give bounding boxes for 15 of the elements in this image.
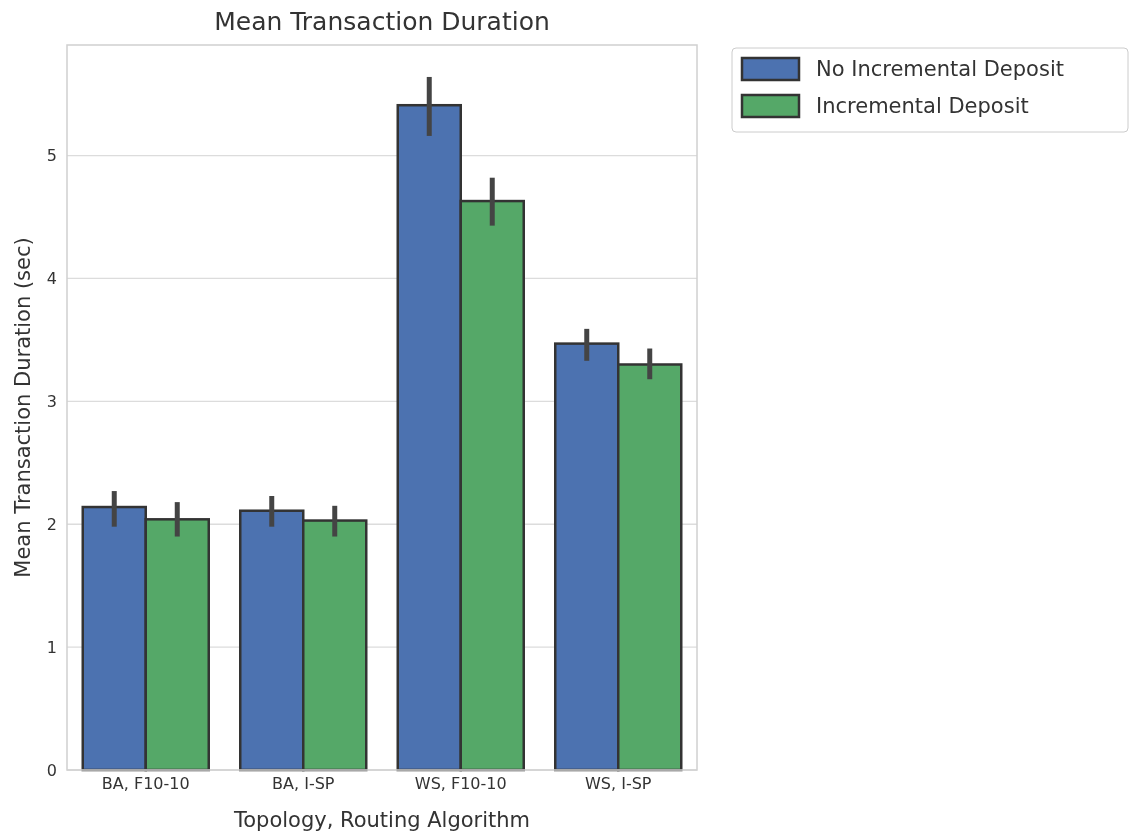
chart-title: Mean Transaction Duration	[214, 7, 550, 36]
x-axis-title: Topology, Routing Algorithm	[232, 808, 531, 832]
y-tick-label: 4	[46, 269, 57, 289]
x-tick-label: BA, I-SP	[272, 774, 335, 794]
y-tick-label: 2	[46, 514, 57, 534]
legend-label: No Incremental Deposit	[816, 57, 1064, 81]
y-axis-title: Mean Transaction Duration (sec)	[11, 237, 35, 578]
legend-label: Incremental Deposit	[816, 94, 1029, 118]
y-tick-label: 1	[46, 637, 57, 657]
y-tick-label: 5	[46, 146, 57, 166]
x-tick-label: WS, I-SP	[585, 774, 652, 794]
x-tick-label: BA, F10-10	[101, 774, 190, 794]
y-tick-label: 3	[46, 391, 57, 411]
y-tick-label: 0	[46, 760, 57, 780]
x-tick-label: WS, F10-10	[414, 774, 507, 794]
